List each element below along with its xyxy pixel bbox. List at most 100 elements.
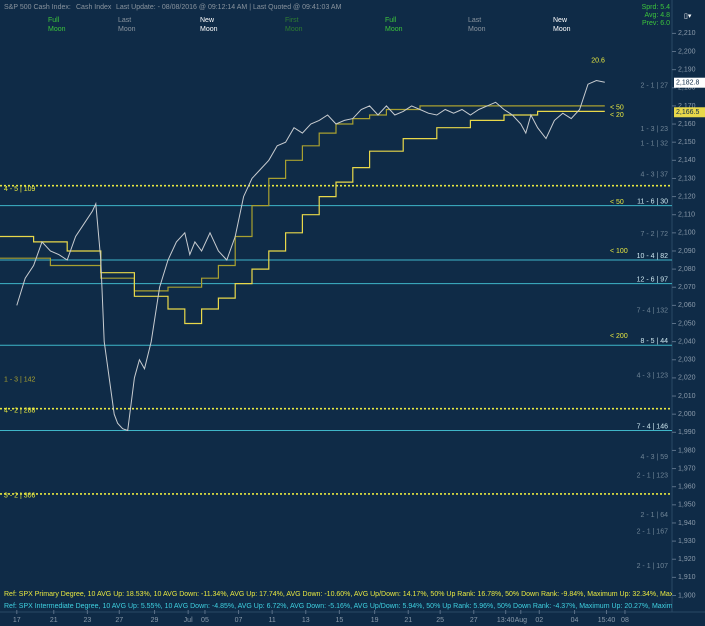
y-tick-label: 2,160	[678, 121, 696, 128]
y-tick-label: 1,940	[678, 520, 696, 527]
y-tick-label: 2,150	[678, 139, 696, 146]
x-tick-label: 02	[535, 617, 543, 624]
level-label: 2 - 1 | 64	[640, 512, 668, 519]
level-label: 2 - 1 | 123	[637, 472, 669, 479]
y-tick-label: 2,100	[678, 230, 696, 237]
level-label: 1 - 3 | 142	[4, 377, 36, 384]
price-tag-label: 2,166.5	[676, 109, 699, 116]
x-tick-label: 19	[371, 617, 379, 624]
y-tick-label: 2,190	[678, 66, 696, 73]
moon-word: Moon	[553, 26, 571, 33]
price-line	[16, 79, 605, 432]
y-tick-label: 1,920	[678, 556, 696, 563]
level-label: 4 - 3 | 123	[637, 373, 669, 380]
price-tag	[674, 77, 705, 88]
moon-phase: Full	[385, 17, 397, 24]
spread-label: 20.6	[591, 57, 605, 64]
level-label: 1 - 1 | 32	[640, 140, 668, 147]
y-tick-label: 1,950	[678, 502, 696, 509]
x-tick-label: 21	[404, 617, 412, 624]
x-tick-label: 23	[83, 617, 91, 624]
y-tick-label: 2,020	[678, 375, 696, 382]
level-label: 2 - 1 | 167	[637, 529, 669, 536]
level-label: 7 - 2 | 72	[640, 231, 668, 238]
x-tick-label: Aug	[515, 617, 528, 624]
level-label: 7 - 4 | 146	[637, 423, 669, 430]
moon-phase: New	[553, 17, 568, 24]
y-tick-label: 2,120	[678, 193, 696, 200]
index-name: S&P 500 Cash Index:	[4, 4, 71, 11]
stat: Prev: 6.0	[642, 20, 670, 27]
index-type: Cash Index	[76, 4, 112, 11]
y-tick-label: 2,010	[678, 393, 696, 400]
x-tick-label: 13	[302, 617, 310, 624]
level-label: 12 - 6 | 97	[637, 276, 669, 283]
x-tick-label: 04	[571, 617, 579, 624]
footer-text: Ref: SPX Primary Degree, 10 AVG Up: 18.5…	[4, 591, 690, 598]
y-tick-label: 2,040	[678, 338, 696, 345]
plot-area: Ref: SPX Primary Degree, 10 AVG Up: 18.5…	[0, 79, 693, 610]
y-tick-label: 2,030	[678, 357, 696, 364]
level-label: 4 - 2 | 288	[4, 407, 36, 414]
y-tick-label: 2,000	[678, 411, 696, 418]
ma-label: < 50	[610, 199, 624, 206]
moon-phase: Full	[48, 17, 60, 24]
x-tick-label: 21	[50, 617, 58, 624]
moon-phase: Last	[468, 17, 481, 24]
moon-word: Moon	[200, 26, 218, 33]
x-tick-label: 07	[235, 617, 243, 624]
price-tag-label: 2,182.8	[676, 80, 699, 87]
level-label: 8 - 5 | 44	[640, 338, 668, 345]
level-label: 4 - 3 | 59	[640, 454, 668, 461]
y-tick-label: 1,970	[678, 465, 696, 472]
moon-word: Moon	[385, 26, 403, 33]
footer-text: Ref: SPX Intermediate Degree, 10 AVG Up:…	[4, 603, 693, 610]
x-tick-label: 13:40	[497, 617, 515, 624]
x-tick-label: 15	[335, 617, 343, 624]
y-tick-label: 1,990	[678, 429, 696, 436]
level-label: 3 - 2 | 306	[4, 493, 36, 500]
menu-icon[interactable]: ▯▾	[684, 13, 692, 20]
moon-word: Moon	[285, 26, 303, 33]
x-tick-label: 11	[269, 617, 276, 624]
update-text: Last Update: - 08/08/2016 @ 09:12:14 AM …	[116, 4, 342, 11]
moon-phase: New	[200, 17, 215, 24]
moon-word: Moon	[48, 26, 66, 33]
level-label: 2 - 1 | 107	[637, 563, 669, 570]
moon-word: Moon	[468, 26, 486, 33]
level-label: 2 - 1 | 27	[640, 82, 668, 89]
y-tick-label: 2,180	[678, 85, 696, 92]
y-tick-label: 1,980	[678, 447, 696, 454]
x-tick-label: 05	[201, 617, 209, 624]
moon-phase: First	[285, 17, 299, 24]
x-tick-label: 15:40	[598, 617, 616, 624]
y-tick-label: 1,960	[678, 484, 696, 491]
y-tick-label: 2,210	[678, 30, 696, 37]
x-tick-label: 08	[621, 617, 629, 624]
y-tick-label: 2,050	[678, 320, 696, 327]
x-tick-label: 25	[436, 617, 444, 624]
ma-label: < 20	[610, 112, 624, 119]
ma-label: < 200	[610, 333, 628, 340]
y-tick-label: 2,070	[678, 284, 696, 291]
y-tick-label: 1,930	[678, 538, 696, 545]
x-tick-label: 27	[115, 617, 123, 624]
stat: Avg: 4.8	[644, 12, 670, 19]
level-label: 7 - 4 | 132	[637, 307, 669, 314]
y-tick-label: 2,080	[678, 266, 696, 273]
level-label: 11 - 6 | 30	[637, 198, 668, 205]
moon-word: Moon	[118, 26, 136, 33]
price-tag	[674, 107, 705, 118]
level-label: 10 - 4 | 82	[637, 253, 669, 260]
level-label: 4 - 5 | 109	[4, 186, 36, 193]
ma-label: < 100	[610, 248, 628, 255]
y-tick-label: 2,140	[678, 157, 696, 164]
ma-label: < 50	[610, 105, 624, 112]
y-tick-label: 2,170	[678, 103, 696, 110]
moon-phase: Last	[118, 17, 131, 24]
stat: Sprd: 5.4	[642, 4, 671, 11]
x-tick-label: 27	[470, 617, 478, 624]
y-tick-label: 2,090	[678, 248, 696, 255]
